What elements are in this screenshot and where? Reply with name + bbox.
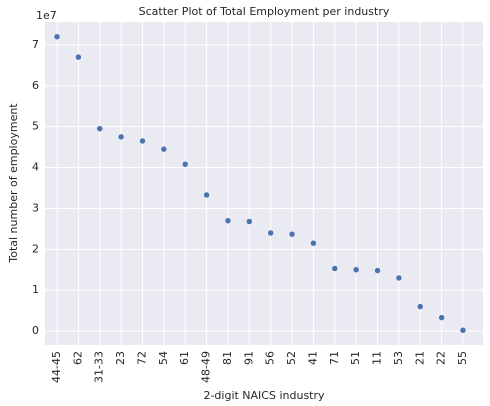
x-tick-label: 91 — [242, 351, 255, 365]
y-tick-label: 7 — [32, 38, 39, 51]
x-tick-label: 54 — [157, 351, 170, 365]
y-tick-label: 1 — [32, 283, 39, 296]
x-tick-label: 23 — [114, 351, 127, 365]
point — [267, 229, 274, 237]
x-tick-label: 22 — [435, 351, 448, 365]
x-tick-label: 71 — [328, 351, 341, 365]
point — [459, 327, 467, 334]
point — [139, 137, 146, 145]
x-axis-label: 2-digit NAICS industry — [203, 389, 325, 402]
y-offset-label: 1e7 — [36, 9, 57, 22]
chart-title: Scatter Plot of Total Employment per ind… — [139, 5, 390, 18]
point — [246, 218, 253, 225]
point — [181, 161, 189, 168]
point — [288, 230, 296, 238]
y-tick-label: 3 — [32, 201, 39, 214]
point — [310, 239, 317, 247]
x-tick-label: 62 — [71, 351, 84, 365]
point — [53, 33, 61, 40]
point — [75, 53, 82, 61]
point — [96, 125, 103, 132]
point — [224, 217, 232, 224]
y-tick-label: 6 — [32, 79, 39, 92]
x-tick-label: 44-45 — [50, 351, 63, 383]
x-tick-label: 52 — [285, 351, 298, 365]
x-tick-label: 56 — [264, 351, 277, 365]
point — [117, 133, 125, 141]
x-tick-label: 61 — [178, 351, 191, 365]
y-axis-label: Total number of employment — [7, 103, 20, 264]
x-tick-label: 11 — [371, 351, 384, 365]
x-tick-label: 21 — [413, 351, 426, 365]
point — [331, 265, 339, 272]
x-tick-label: 31-33 — [93, 351, 106, 383]
x-tick-label: 48-49 — [200, 351, 213, 383]
y-tick-label: 4 — [32, 161, 39, 174]
point — [352, 266, 360, 274]
y-tick-label: 5 — [32, 120, 39, 133]
point — [160, 145, 168, 153]
plot-background — [45, 22, 483, 345]
point — [438, 314, 445, 321]
x-tick-label: 72 — [135, 351, 148, 365]
x-tick-label: 41 — [306, 351, 319, 365]
x-tick-label: 51 — [349, 351, 362, 365]
x-tick-label: 81 — [221, 351, 234, 365]
point — [417, 303, 424, 310]
point — [374, 267, 381, 274]
point — [203, 191, 210, 199]
y-tick-label: 2 — [32, 242, 39, 255]
x-tick-label: 55 — [456, 351, 469, 365]
point — [395, 274, 403, 282]
y-tick-label: 0 — [32, 324, 39, 337]
x-tick-label: 53 — [392, 351, 405, 365]
